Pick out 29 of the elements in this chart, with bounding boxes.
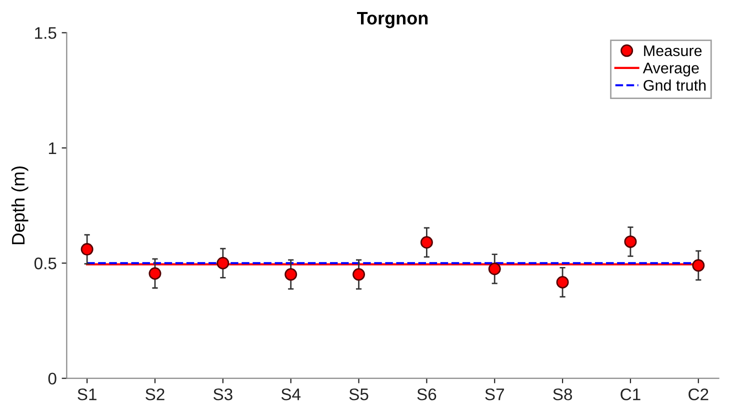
y-tick-label: 0.5 xyxy=(34,258,56,270)
x-tick-label: S2 xyxy=(146,388,164,400)
x-tick-label: C1 xyxy=(620,388,640,400)
legend-label: Gnd truth xyxy=(644,80,706,91)
point xyxy=(556,276,569,288)
legend-label: Measure xyxy=(644,46,702,56)
legend-label: Average xyxy=(642,62,699,76)
point xyxy=(488,262,501,276)
point xyxy=(624,235,637,248)
x-tick-label: S7 xyxy=(485,388,504,400)
y-axis-title: Depth (m) xyxy=(11,166,28,244)
point xyxy=(692,259,705,272)
y-tick-label: 1.5 xyxy=(35,27,56,39)
y-tick-label: 1 xyxy=(48,142,56,154)
point xyxy=(148,267,162,280)
point xyxy=(216,256,230,270)
x-tick-label: S6 xyxy=(417,388,436,400)
x-tick-label: S1 xyxy=(78,388,96,400)
x-tick-label: S5 xyxy=(349,388,368,400)
y-tick-label: 0 xyxy=(48,372,56,385)
point xyxy=(352,268,366,281)
chart-title: Torgnon xyxy=(357,12,428,28)
x-tick-label: S8 xyxy=(553,388,572,400)
point xyxy=(284,268,298,281)
x-tick-label: S4 xyxy=(281,388,301,400)
x-tick-label: S3 xyxy=(213,388,232,400)
point xyxy=(80,243,94,256)
x-tick-label: C2 xyxy=(688,388,708,400)
point xyxy=(420,236,433,249)
